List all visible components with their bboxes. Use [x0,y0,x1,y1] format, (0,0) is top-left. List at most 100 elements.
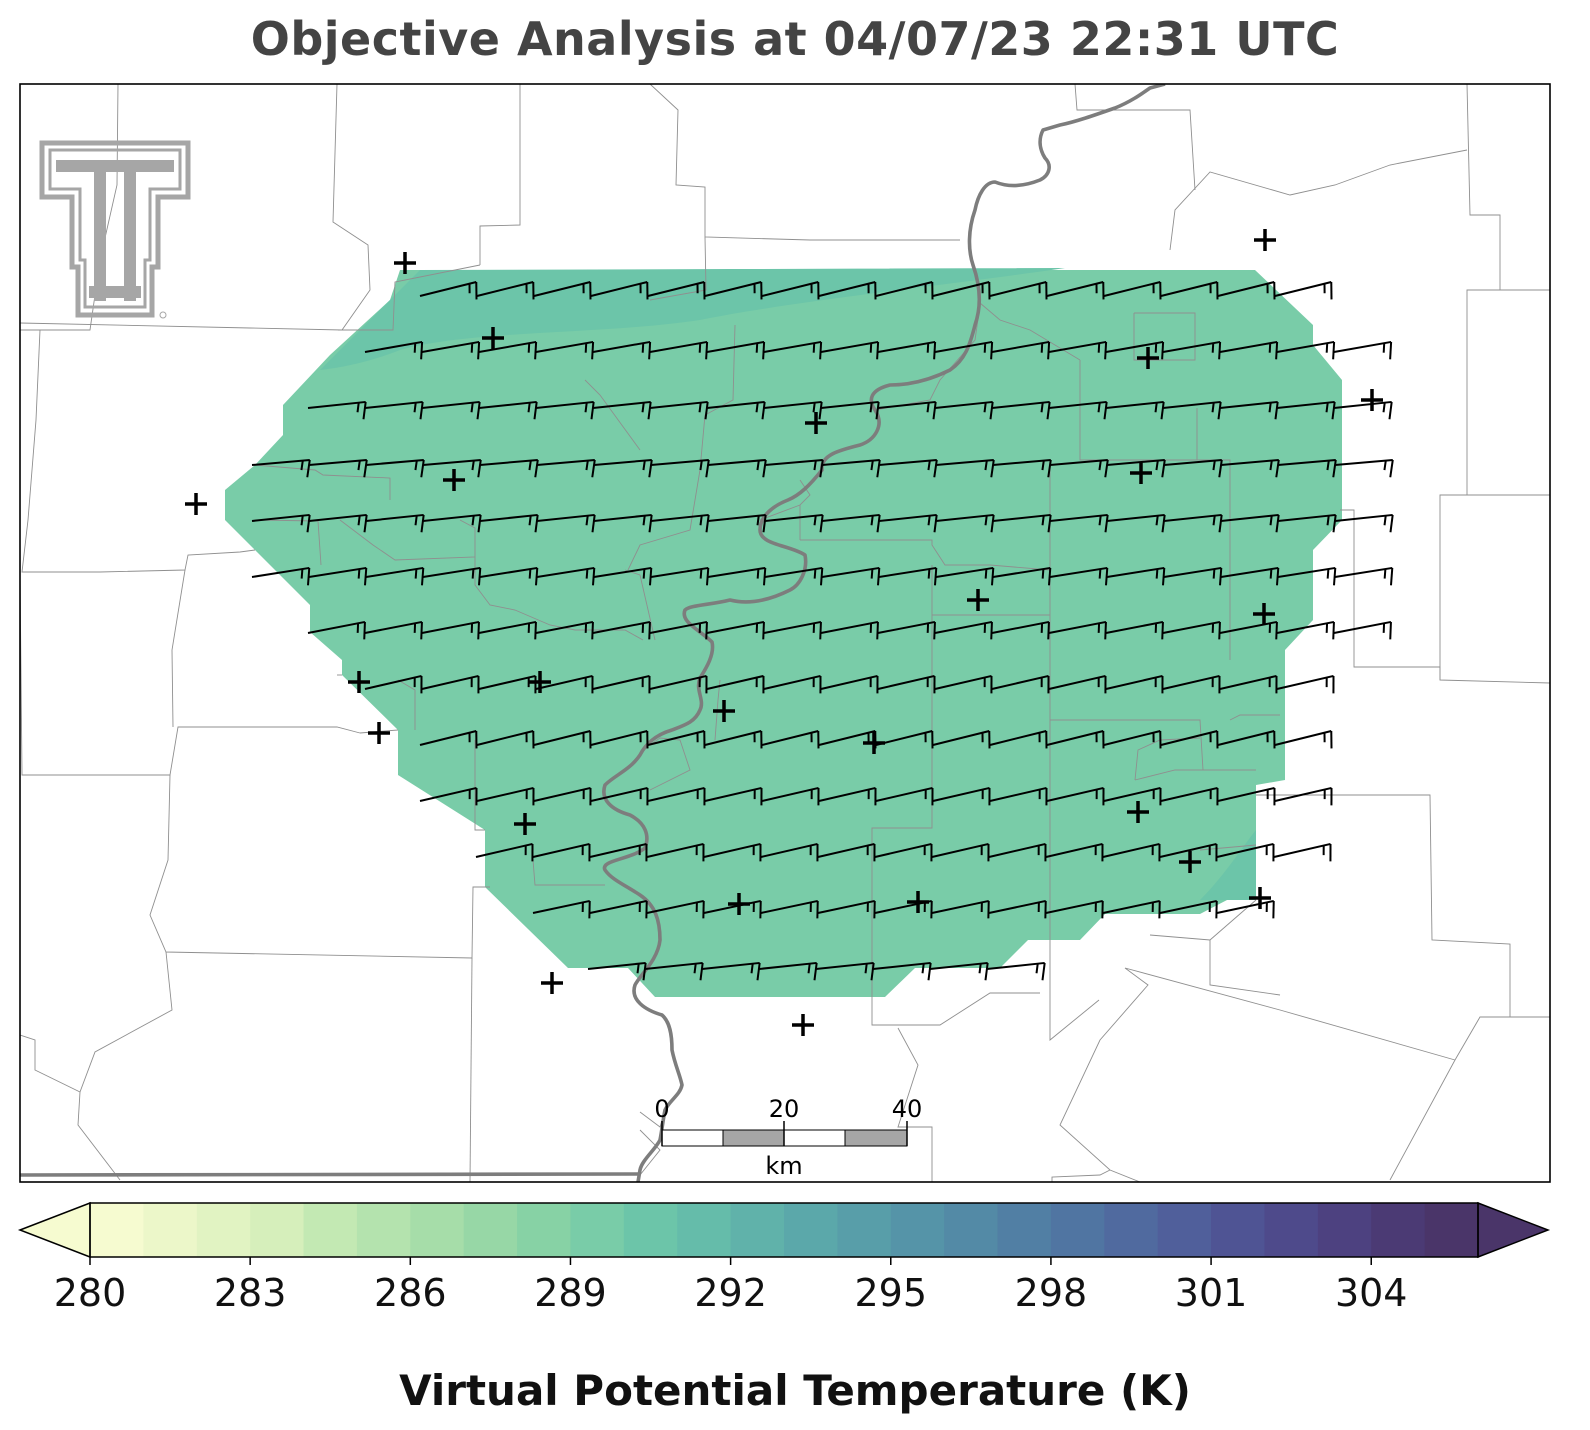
wind-barb [1220,513,1280,533]
state-boundary-river [602,84,1166,1182]
wind-barb [1163,513,1223,533]
wind-barb [650,566,710,586]
wind-barb [706,340,766,360]
wind-barb [761,729,820,749]
wind-barb [251,458,311,478]
wind-barb [421,400,481,420]
colorbar-ticks: 280 283 286 289 292 295 298 301 304 [54,1257,1407,1315]
wind-barb [1160,280,1219,300]
wind-barb [874,842,933,862]
wind-barb [991,400,1051,420]
wind-barb [820,340,880,360]
station-marker [792,1014,814,1036]
colorbar-cell [90,1203,144,1257]
wind-barb [1276,400,1336,420]
wind-barb [535,400,595,420]
wind-barb [479,566,539,586]
wind-barb [820,400,880,420]
wind-barb [932,280,991,300]
wind-barb [1103,729,1162,749]
wind-barb [703,899,762,919]
wind-barb [761,280,820,300]
wind-barb [1219,400,1279,420]
wind-barb [364,400,424,420]
wind-barb [592,674,651,694]
wind-barb [763,674,822,694]
wind-barb [1217,786,1276,806]
wind-barb [986,961,1046,981]
wind-barb [649,620,708,640]
wind-barb [1045,899,1104,919]
wind-barb [1333,620,1392,640]
wind-barb [875,729,934,749]
wind-barb [365,566,425,586]
wind-barb [707,513,767,533]
wind-barb [647,280,706,300]
station-marker [368,722,390,744]
wind-barb [1274,729,1333,749]
wind-barb [532,842,591,862]
wind-barb [704,786,763,806]
wind-barb [364,340,424,360]
wind-barb [308,513,368,533]
wind-barb [992,566,1052,586]
colorbar-cell [1104,1203,1159,1257]
wind-barb [929,961,989,981]
colorbar-cell [677,1203,732,1257]
station-marker [1254,229,1276,251]
wind-barb [1106,513,1166,533]
wind-barb [1217,280,1276,300]
wind-barb [1162,620,1221,640]
wind-barb [364,674,423,694]
wind-barb [821,513,881,533]
wind-barb [1220,458,1280,478]
wind-barb [592,340,652,360]
wind-barb [758,961,818,981]
page-title: Objective Analysis at 04/07/23 22:31 UTC [250,12,1340,66]
wind-barb [992,513,1052,533]
colorbar-tick-label: 289 [534,1271,607,1315]
station-marker [1130,462,1152,484]
colorbar-title: Virtual Potential Temperature (K) [399,1366,1191,1415]
wind-barb [647,729,706,749]
colorbar-cell [517,1203,572,1257]
wind-barb [590,280,649,300]
wind-barb [1160,729,1219,749]
wind-barb [1334,513,1394,533]
station-marker [1361,389,1383,411]
wind-barb [1333,340,1393,360]
wind-barb [1276,620,1335,640]
wind-barb [649,340,709,360]
wind-barb [1333,400,1393,420]
wind-barb [991,340,1051,360]
wind-barb [1049,513,1109,533]
wind-barb [1046,786,1105,806]
station-marker [1179,851,1201,873]
wind-barb [1105,400,1165,420]
wind-barb [935,458,995,478]
wind-barb [878,458,938,478]
wind-barb [878,566,938,586]
wind-barb [1049,458,1109,478]
station-marker [541,972,563,994]
colorbar-cell [890,1203,945,1257]
wind-barb [821,566,881,586]
station-marker [1249,887,1271,909]
wind-barb [1159,899,1218,919]
colorbar-cell [944,1203,999,1257]
wind-barb [1160,786,1219,806]
wind-barb [1102,899,1161,919]
station-marker [863,732,885,754]
wind-barb [934,674,993,694]
colorbar-extend-high [1477,1201,1551,1259]
wind-barb [818,280,877,300]
colorbar-tick-label: 283 [214,1271,287,1315]
wind-barb [706,400,766,420]
wind-barb [989,729,1048,749]
wind-barb [1162,400,1222,420]
analysis-contour-fill [225,270,1342,997]
wind-barb [593,458,653,478]
colorbar-cell [730,1203,785,1257]
wind-barb [1105,674,1164,694]
